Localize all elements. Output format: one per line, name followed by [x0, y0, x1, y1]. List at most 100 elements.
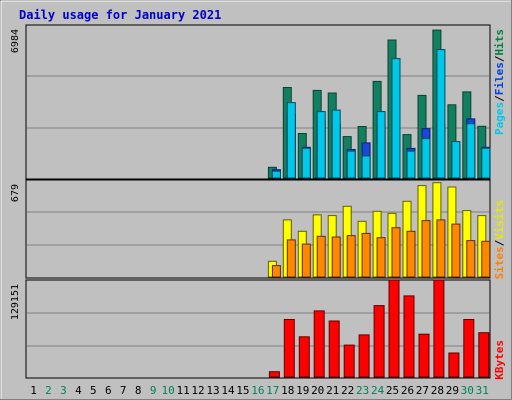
bar-kbytes-day-26	[403, 295, 415, 378]
bar-kbytes-day-19	[298, 336, 310, 378]
legend-sep-2: /	[493, 55, 506, 62]
x-tick-label: 2	[45, 384, 52, 397]
bar-kbytes-day-18	[283, 319, 295, 378]
legend-files: Files	[493, 62, 506, 95]
bar-sites-day-24	[376, 237, 386, 278]
legend-hits: Hits	[493, 29, 506, 56]
bars-kbytes	[268, 279, 490, 378]
x-tick-label: 30	[461, 384, 474, 397]
bar-kbytes-day-28	[433, 279, 445, 378]
bar-pages-day-20	[316, 111, 326, 179]
x-tick-label: 27	[416, 384, 429, 397]
x-tick-label: 4	[75, 384, 82, 397]
x-tick-label: 19	[296, 384, 309, 397]
legend-visits: Visits	[493, 200, 506, 240]
x-tick-label: 14	[221, 384, 235, 397]
bar-pages-day-17	[271, 170, 281, 179]
bar-kbytes-day-21	[328, 320, 340, 378]
bar-sites-day-21	[331, 236, 341, 278]
bars-hits-files-pages	[267, 29, 491, 179]
bar-sites-day-30	[466, 240, 476, 278]
x-tick-label: 13	[206, 384, 219, 397]
bar-sites-day-26	[406, 230, 416, 278]
x-tick-label: 18	[281, 384, 294, 397]
x-tick-label: 31	[476, 384, 489, 397]
bar-kbytes-day-17	[268, 371, 280, 378]
bar-pages-day-30	[466, 123, 476, 179]
bar-kbytes-day-24	[373, 305, 385, 378]
bar-kbytes-day-23	[358, 334, 370, 378]
bar-sites-day-23	[361, 232, 371, 278]
bar-pages-day-18	[286, 102, 296, 179]
bar-pages-day-23	[361, 155, 371, 179]
bar-sites-day-28	[436, 219, 446, 278]
x-axis-day-labels: 1 2 3 4 5 6 7 8 9 10 11 12 13 14 15 16 17 18 19 20 21 22 23 24 2…	[30, 384, 489, 397]
x-tick-label: 28	[431, 384, 444, 397]
x-tick-label: 10	[161, 384, 174, 397]
x-tick-label: 12	[191, 384, 204, 397]
x-tick-label: 3	[60, 384, 67, 397]
bar-sites-day-27	[421, 220, 431, 278]
legend-kbytes-label: KBytes	[493, 340, 506, 380]
legend-sep-1: /	[493, 95, 506, 102]
x-tick-label: 24	[371, 384, 385, 397]
bar-sites-day-22	[346, 235, 356, 278]
bar-kbytes-day-29	[448, 352, 460, 378]
ymax-label-visits: 679	[10, 184, 21, 202]
bar-pages-day-29	[451, 141, 461, 179]
x-tick-label: 25	[386, 384, 399, 397]
gridlines-hits	[27, 75, 489, 129]
bar-pages-day-21	[331, 109, 341, 179]
x-tick-label: 5	[90, 384, 97, 397]
legend-hits-files-pages: Pages/Files/Hits	[493, 29, 506, 135]
bar-kbytes-day-31	[478, 332, 490, 378]
bars-visits-sites	[267, 182, 491, 278]
x-tick-label: 8	[135, 384, 142, 397]
bar-kbytes-day-25	[388, 279, 400, 378]
x-tick-label: 26	[401, 384, 414, 397]
bar-pages-day-27	[421, 138, 431, 179]
bar-kbytes-day-30	[463, 319, 475, 378]
bar-kbytes-day-20	[313, 310, 325, 378]
ymax-label-kbytes: 129151	[10, 284, 21, 320]
legend-sep-3: /	[493, 239, 506, 246]
panel-kbytes: 129151 KBytes	[10, 279, 506, 380]
bar-sites-day-19	[301, 243, 311, 278]
x-tick-label: 9	[150, 384, 157, 397]
bar-pages-day-24	[376, 111, 386, 179]
legend-pages: Pages	[493, 102, 506, 135]
ymax-label-hits: 6984	[10, 29, 21, 53]
legend-kbytes: KBytes	[493, 340, 506, 380]
chart-title: Daily usage for January 2021	[19, 8, 221, 22]
x-tick-label: 23	[356, 384, 369, 397]
x-tick-label: 16	[251, 384, 264, 397]
x-tick-label: 21	[326, 384, 339, 397]
bar-pages-day-25	[391, 58, 401, 179]
legend-sites: Sites	[493, 246, 506, 279]
bar-sites-day-17	[271, 265, 281, 278]
bar-sites-day-25	[391, 227, 401, 278]
bar-pages-day-31	[481, 147, 491, 179]
bar-sites-day-31	[481, 240, 491, 278]
bar-kbytes-day-22	[343, 344, 355, 378]
x-tick-label: 15	[236, 384, 249, 397]
x-tick-label: 1	[30, 384, 37, 397]
bar-pages-day-28	[436, 49, 446, 179]
x-tick-label: 20	[311, 384, 324, 397]
bar-sites-day-20	[316, 235, 326, 278]
bar-pages-day-19	[301, 147, 311, 179]
x-tick-label: 11	[176, 384, 189, 397]
x-tick-label: 29	[446, 384, 459, 397]
x-tick-label: 22	[341, 384, 354, 397]
bar-sites-day-18	[286, 239, 296, 278]
bar-pages-day-26	[406, 150, 416, 179]
panel-visits-sites: 679 Sites/Visits	[10, 179, 506, 280]
x-tick-label: 6	[105, 384, 112, 397]
bar-kbytes-day-27	[418, 333, 430, 378]
x-tick-label: 7	[120, 384, 127, 397]
panel-hits-files-pages: 6984 Pages/Files/Hits	[10, 24, 506, 180]
legend-visits-sites: Sites/Visits	[493, 200, 506, 280]
bar-sites-day-29	[451, 223, 461, 278]
bar-pages-day-22	[346, 150, 356, 179]
